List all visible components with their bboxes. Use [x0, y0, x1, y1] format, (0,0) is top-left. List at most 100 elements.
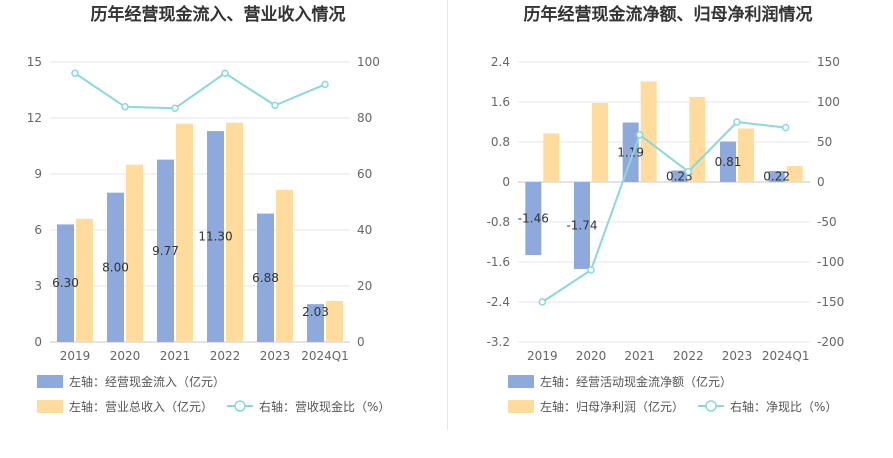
data-label: 0.22: [763, 170, 790, 184]
line-point: [71, 69, 79, 77]
line-point: [684, 167, 693, 176]
bar-series-1: [257, 213, 274, 342]
y-right-tick-label: 0: [357, 335, 365, 349]
line-point: [221, 69, 229, 77]
x-tick-label: 2021: [160, 349, 191, 363]
x-tick-label: 2024Q1: [301, 349, 349, 363]
data-label: 11.30: [198, 230, 232, 244]
x-tick-label: 2023: [722, 349, 753, 363]
y-left-tick-label: -1.6: [487, 255, 510, 269]
line-point: [635, 131, 644, 139]
data-label: 9.77: [152, 244, 179, 258]
y-left-tick-label: 2.4: [491, 55, 510, 69]
legend-label: 左轴：经营现金流入（亿元）: [69, 374, 225, 389]
bar-series-1: [107, 192, 124, 342]
legend-label: 右轴：营收现金比（%）: [259, 399, 390, 414]
bar-series-1: [671, 170, 688, 182]
line-point: [271, 101, 279, 110]
chart-title: 历年经营现金流净额、归母净利润情况: [524, 4, 813, 25]
x-tick-label: 2020: [110, 349, 141, 363]
y-right-tick-label: 100: [357, 55, 380, 69]
bar-series-2: [276, 189, 293, 342]
bar-series-2: [786, 166, 803, 182]
y-left-tick-label: 9: [34, 167, 42, 181]
y-right-tick-label: 150: [817, 55, 840, 69]
y-left-tick-label: -3.2: [487, 335, 510, 349]
data-label: -1.46: [518, 212, 549, 226]
bar-series-2: [126, 164, 143, 342]
legend-label: 左轴：经营活动现金流净额（亿元）: [540, 374, 732, 389]
x-tick-label: 2019: [60, 349, 91, 363]
bar-series-1: [622, 122, 639, 182]
bar-series-1: [574, 182, 590, 269]
bar-series-2: [689, 97, 706, 182]
y-right-tick-label: -100: [817, 255, 844, 269]
bar-series-2: [592, 103, 608, 182]
panel-divider: [447, 0, 448, 430]
legend-swatch-bar-1: [37, 375, 63, 388]
bar-series-2: [640, 81, 657, 182]
data-label: 2.03: [302, 305, 329, 319]
line-point: [587, 266, 595, 274]
y-left-tick-label: 1.6: [491, 95, 510, 109]
legend-label: 左轴：归母净利润（亿元）: [540, 399, 684, 414]
x-tick-label: 2022: [673, 349, 704, 363]
bar-series-1: [768, 171, 785, 182]
bar-series-2: [543, 133, 560, 182]
y-left-tick-label: 12: [27, 111, 42, 125]
chart-title: 历年经营现金流入、营业收入情况: [91, 4, 346, 25]
bar-series-2: [76, 218, 93, 342]
bar-series-1: [307, 304, 324, 342]
y-left-tick-label: 0.8: [491, 135, 510, 149]
legend-label: 左轴：营业总收入（亿元）: [69, 399, 213, 414]
legend-swatch-bar-2: [508, 400, 534, 413]
x-tick-label: 2022: [210, 349, 241, 363]
x-tick-label: 2023: [260, 349, 291, 363]
y-right-tick-label: 60: [357, 167, 372, 181]
y-left-tick-label: -2.4: [487, 295, 510, 309]
y-left-tick-label: 0: [34, 335, 42, 349]
y-right-tick-label: 100: [817, 95, 840, 109]
legend-swatch-marker: [705, 400, 717, 412]
data-label: 1.19: [617, 145, 644, 159]
y-right-tick-label: 40: [357, 223, 372, 237]
line-point: [171, 104, 179, 112]
legend-swatch-bar-1: [508, 375, 534, 388]
bar-series-2: [738, 128, 754, 182]
legend-swatch-bar-2: [37, 400, 63, 413]
data-label: 8.00: [102, 260, 129, 274]
x-tick-label: 2020: [576, 349, 607, 363]
data-label: 6.30: [52, 276, 79, 290]
legend-swatch-marker: [234, 400, 246, 412]
y-right-tick-label: 20: [357, 279, 372, 293]
line-series: [74, 71, 326, 110]
bar-series-1: [57, 224, 74, 342]
bar-series-2: [226, 122, 243, 343]
y-left-tick-label: -0.8: [487, 215, 510, 229]
x-tick-label: 2024Q1: [762, 349, 810, 363]
legend-label: 右轴：净现比（%）: [730, 399, 837, 414]
y-left-tick-label: 0: [502, 175, 510, 189]
line-series: [541, 120, 786, 303]
line-point: [538, 298, 547, 306]
y-right-tick-label: -150: [817, 295, 844, 309]
bar-series-1: [525, 182, 542, 255]
line-point: [733, 118, 741, 126]
y-right-tick-label: -50: [817, 215, 837, 229]
y-right-tick-label: -200: [817, 335, 844, 349]
y-left-tick-label: 6: [34, 223, 42, 237]
line-point: [121, 103, 129, 111]
bar-series-2: [326, 300, 343, 342]
line-point: [321, 80, 329, 89]
x-tick-label: 2019: [527, 349, 558, 363]
y-right-tick-label: 0: [817, 175, 825, 189]
y-left-tick-label: 15: [27, 55, 42, 69]
bar-series-2: [176, 123, 193, 342]
bar-series-1: [207, 131, 224, 342]
bar-series-1: [720, 141, 736, 182]
data-label: 0.81: [715, 155, 742, 169]
y-right-tick-label: 50: [817, 135, 832, 149]
x-tick-label: 2021: [624, 349, 655, 363]
y-right-tick-label: 80: [357, 111, 372, 125]
